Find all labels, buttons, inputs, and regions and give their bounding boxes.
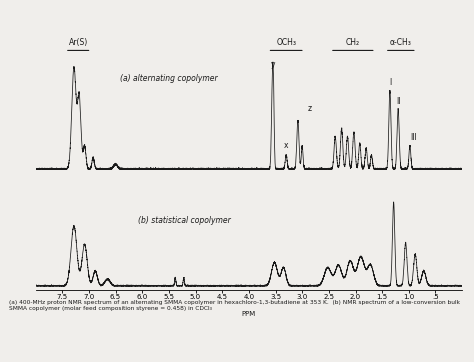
Text: z: z bbox=[308, 104, 311, 113]
Text: (b) statistical copolymer: (b) statistical copolymer bbox=[138, 216, 231, 225]
Text: II: II bbox=[396, 97, 401, 106]
Text: CH₂: CH₂ bbox=[346, 38, 360, 47]
Text: I: I bbox=[389, 78, 391, 87]
Text: (a) 400-MHz proton NMR spectrum of an alternating SMMA copolymer in hexachloro-1: (a) 400-MHz proton NMR spectrum of an al… bbox=[9, 300, 460, 311]
Text: (a) alternating copolymer: (a) alternating copolymer bbox=[120, 74, 218, 83]
Text: α-CH₃: α-CH₃ bbox=[390, 38, 412, 47]
Text: III: III bbox=[410, 133, 417, 142]
Text: x: x bbox=[284, 141, 288, 150]
Text: PPM: PPM bbox=[242, 311, 256, 317]
Text: y: y bbox=[270, 60, 275, 69]
Text: Ar(S): Ar(S) bbox=[69, 38, 88, 47]
Text: OCH₃: OCH₃ bbox=[276, 38, 296, 47]
